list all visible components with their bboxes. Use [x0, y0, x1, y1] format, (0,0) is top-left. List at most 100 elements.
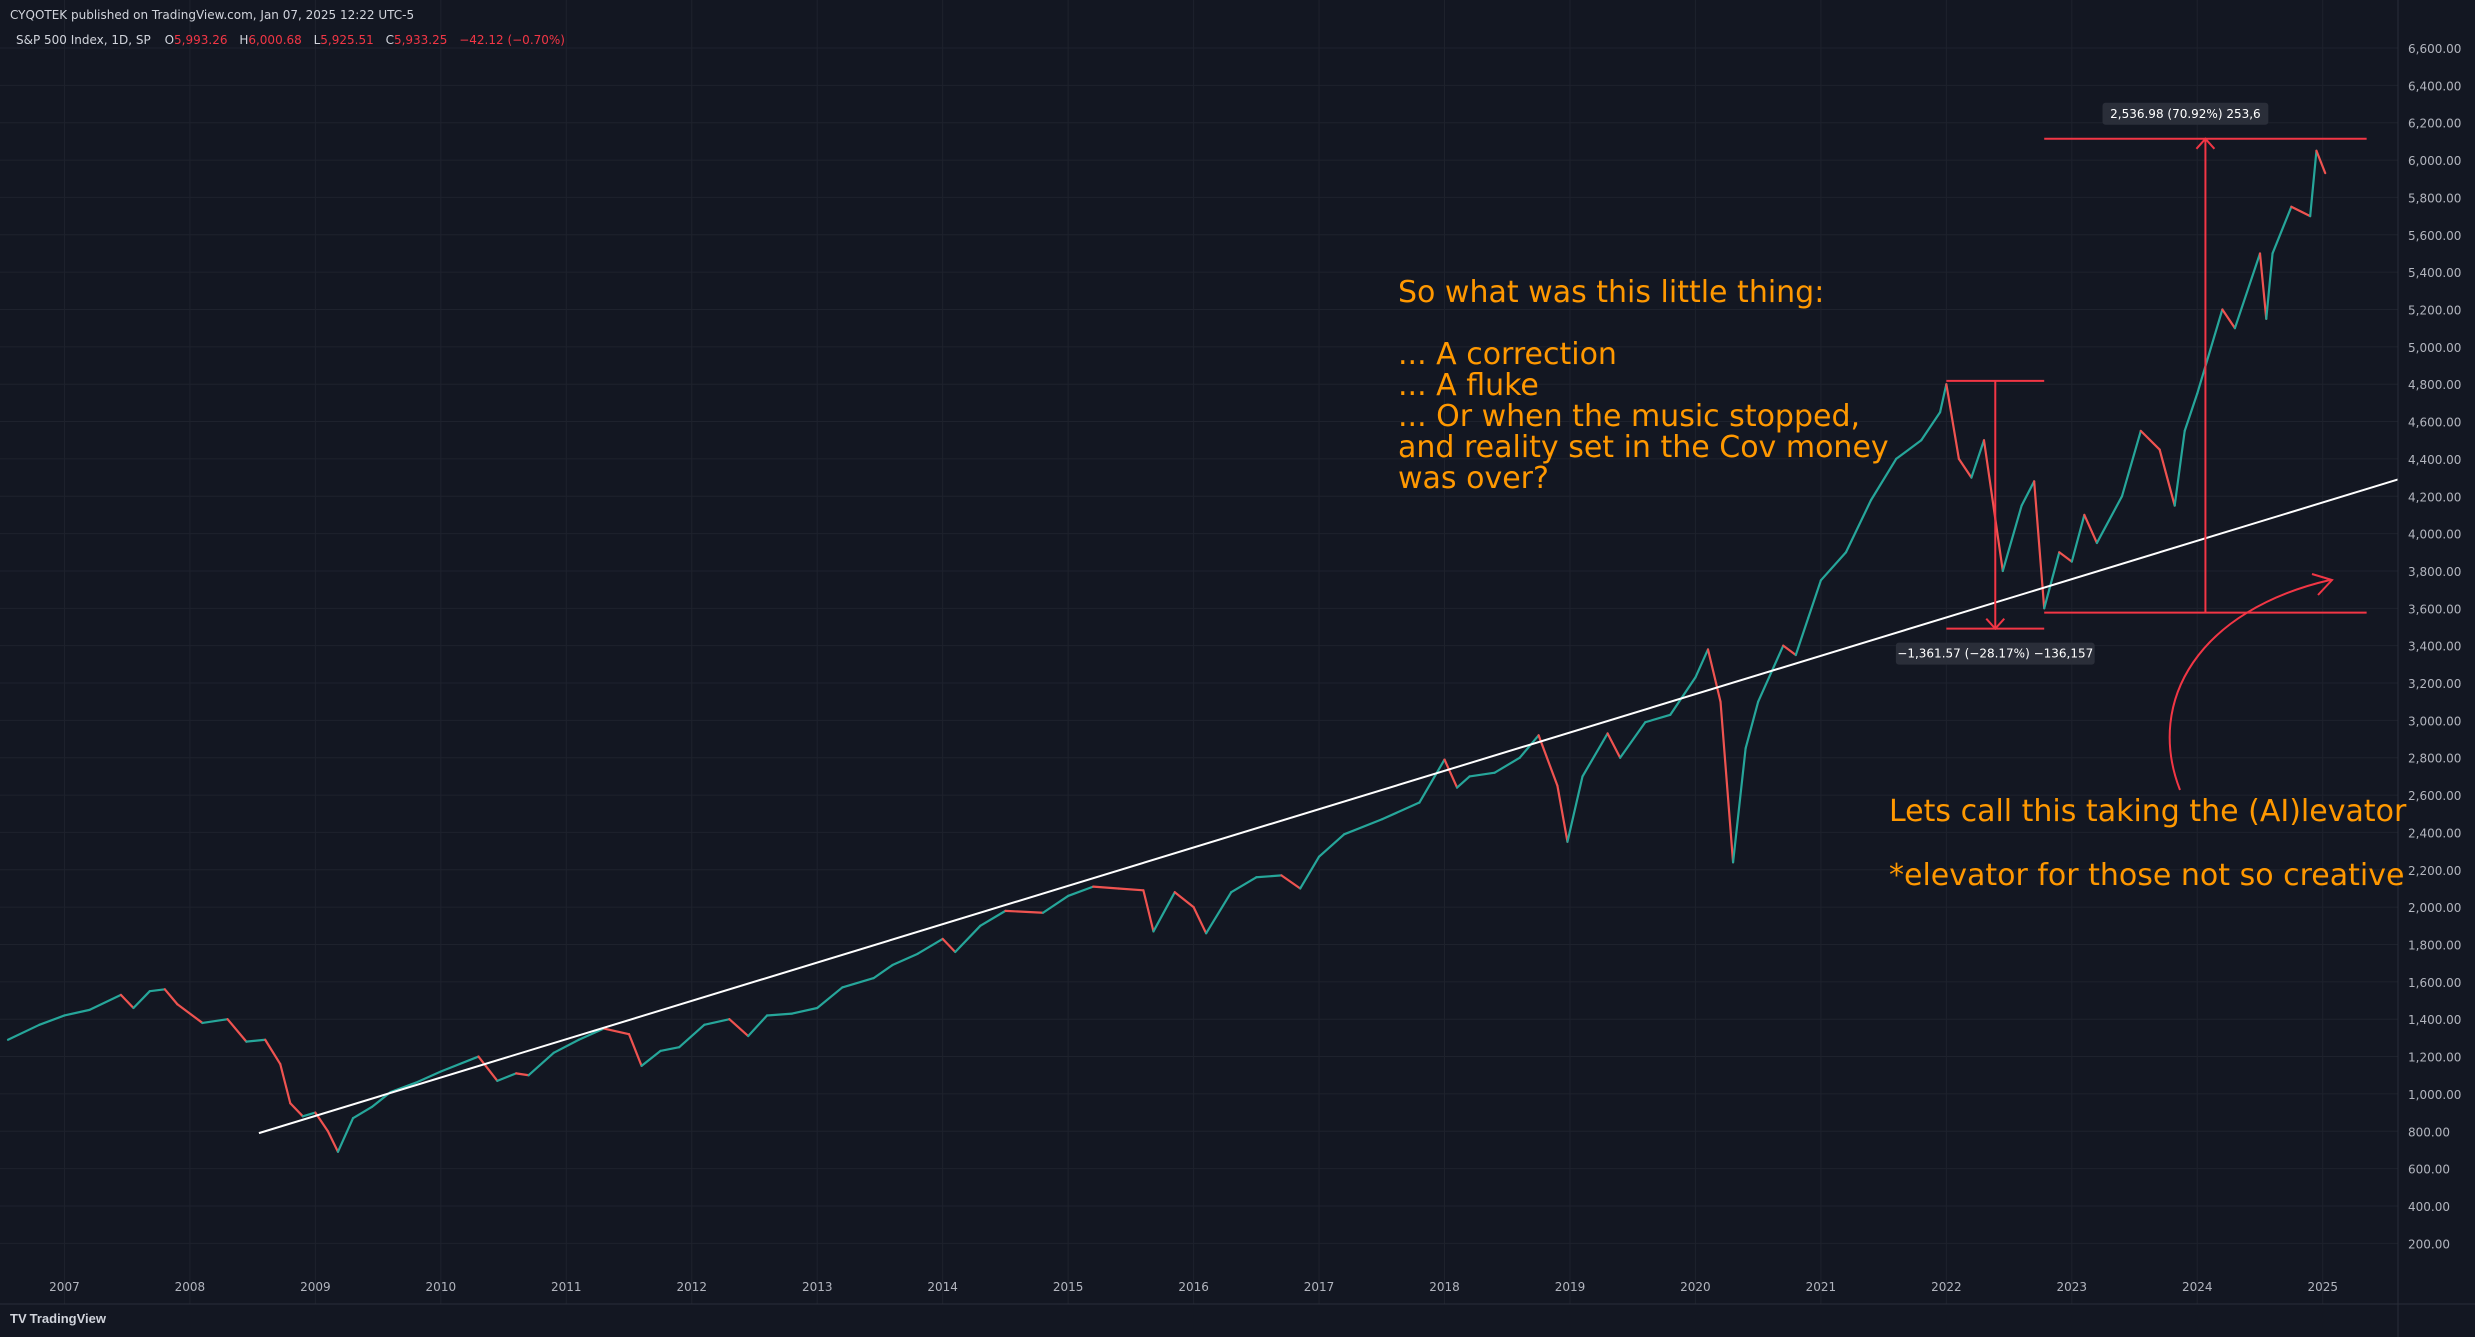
- price-segment: [2196, 308, 2224, 395]
- price-segment: [1757, 644, 1785, 703]
- y-tick-label: 4,200.00: [2408, 490, 2461, 504]
- price-segment: [2271, 205, 2293, 255]
- price-segment: [245, 1038, 267, 1043]
- price-segment: [2070, 513, 2086, 563]
- price-segment: [765, 1012, 794, 1017]
- price-segment: [1192, 906, 1208, 935]
- tradingview-logo[interactable]: TV TradingView: [10, 1311, 106, 1326]
- price-segment: [1255, 874, 1283, 879]
- price-segment: [791, 1006, 819, 1015]
- price-segment: [1518, 734, 1540, 759]
- x-tick-label: 2009: [300, 1280, 331, 1294]
- x-tick-label: 2008: [175, 1280, 206, 1294]
- price-segment: [979, 909, 1007, 927]
- x-tick-label: 2024: [2182, 1280, 2213, 1294]
- price-segment: [1819, 551, 1848, 582]
- price-segment: [2058, 551, 2073, 563]
- price-segment: [1844, 498, 1873, 554]
- price-segment: [1092, 885, 1120, 890]
- trendline[interactable]: [258, 478, 2399, 1135]
- x-tick-label: 2020: [1680, 1280, 1711, 1294]
- price-segment: [201, 1018, 229, 1025]
- price-segment: [640, 1049, 662, 1067]
- price-segment: [627, 1033, 643, 1067]
- price-segment: [891, 952, 919, 967]
- price-segment: [2290, 205, 2312, 218]
- price-segment: [119, 993, 135, 1010]
- price-segment: [1957, 457, 1973, 479]
- price-segment: [1566, 775, 1584, 843]
- y-tick-label: 400.00: [2408, 1200, 2450, 1214]
- price-segment: [2315, 149, 2327, 175]
- symbol-name[interactable]: S&P 500 Index, 1D, SP: [16, 33, 151, 47]
- price-segment: [1619, 721, 1647, 759]
- measure-label-box: [1895, 642, 2095, 665]
- price-segment: [2139, 429, 2161, 451]
- price-segment: [1280, 874, 1302, 890]
- x-tick-label: 2016: [1178, 1280, 1209, 1294]
- elevator-annotation[interactable]: Lets call this taking the (AI)levator: [1889, 794, 2407, 829]
- price-segment: [678, 1023, 706, 1049]
- y-tick-label: 800.00: [2408, 1125, 2450, 1139]
- price-segment: [2309, 149, 2318, 218]
- measure-label-box: [2102, 102, 2269, 125]
- price-segment: [1807, 579, 1822, 619]
- price-segment: [577, 1027, 606, 1041]
- y-tick-label: 6,400.00: [2408, 79, 2461, 93]
- price-segment: [1706, 648, 1722, 703]
- price-segment: [496, 1072, 518, 1082]
- y-tick-label: 6,600.00: [2408, 42, 2461, 56]
- price-segment: [289, 1102, 304, 1118]
- tradingview-logo-text: TradingView: [29, 1311, 106, 1326]
- price-segment: [132, 990, 151, 1010]
- price-segment: [2095, 495, 2124, 545]
- x-tick-label: 2023: [2057, 1280, 2088, 1294]
- price-segment: [1493, 756, 1521, 774]
- price-segment: [351, 1105, 373, 1120]
- price-segment: [2020, 480, 2036, 507]
- x-tick-label: 2017: [1304, 1280, 1335, 1294]
- y-tick-label: 3,800.00: [2408, 565, 2461, 579]
- x-tick-label: 2022: [1931, 1280, 1962, 1294]
- price-segment: [816, 986, 844, 1010]
- price-segment: [1317, 833, 1346, 858]
- measure-tools[interactable]: −1,361.57 (−28.17%) −136,157 2,536.98 (70…: [1895, 102, 2367, 665]
- price-segment: [477, 1055, 499, 1082]
- price-segment: [1556, 784, 1569, 843]
- price-axis[interactable]: 200.00 400.00 600.00 800.00 1,000.00 1,200.00…: [2397, 0, 2461, 1337]
- y-tick-label: 1,800.00: [2408, 938, 2461, 952]
- x-tick-label: 2025: [2307, 1280, 2338, 1294]
- price-segment: [1343, 818, 1383, 836]
- y-tick-label: 5,400.00: [2408, 266, 2461, 280]
- price-segment: [728, 1018, 750, 1038]
- price-segment: [703, 1018, 731, 1026]
- y-tick-label: 5,000.00: [2408, 341, 2461, 355]
- y-tick-label: 3,200.00: [2408, 677, 2461, 691]
- y-tick-label: 1,600.00: [2408, 976, 2461, 990]
- price-segment: [527, 1051, 555, 1077]
- price-segment: [1581, 732, 1609, 778]
- price-segment: [88, 993, 123, 1011]
- y-tick-label: 4,000.00: [2408, 528, 2461, 542]
- price-segment: [1945, 383, 1960, 461]
- measure-label: 2,536.98 (70.92%) 253,6: [2110, 107, 2261, 121]
- x-tick-label: 2007: [49, 1280, 80, 1294]
- price-segment: [2083, 513, 2098, 545]
- price-segment: [1895, 439, 1923, 461]
- price-segment: [872, 963, 894, 980]
- y-tick-label: 2,600.00: [2408, 789, 2461, 803]
- y-tick-label: 200.00: [2408, 1237, 2450, 1251]
- price-segment: [1694, 648, 1710, 679]
- price-segment: [63, 1008, 91, 1017]
- symbol-legend[interactable]: S&P 500 Index, 1D, SP O5,993.26 H6,000.6…: [16, 33, 573, 47]
- elevator-note-annotation[interactable]: *elevator for those not so creative: [1889, 858, 2405, 893]
- high-value: 6,000.68: [248, 33, 302, 47]
- publisher-line: CYQOTEK published on TradingView.com, Ja…: [10, 8, 415, 22]
- price-segment: [2183, 392, 2199, 432]
- price-series: [6, 149, 2327, 1153]
- question-annotation[interactable]: So what was this little thing: ... A cor…: [1398, 275, 1889, 496]
- time-axis[interactable]: 2007 2008 2009 2010 2011 2012 2013 2014 2015 2016…: [0, 1280, 2475, 1305]
- price-segment: [148, 988, 166, 993]
- low-label: L: [313, 33, 321, 47]
